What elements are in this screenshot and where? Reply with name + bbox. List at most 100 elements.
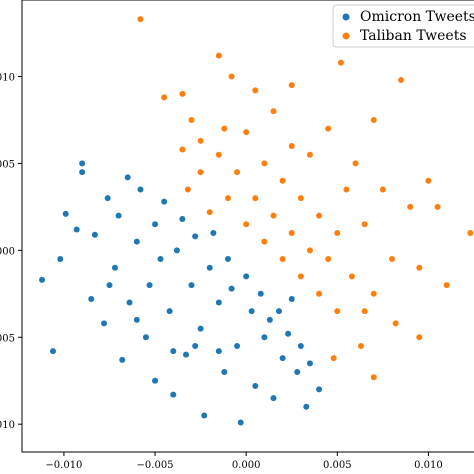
point [416,334,423,341]
point [142,334,149,341]
point [221,125,228,132]
point [297,195,304,202]
point [183,351,190,358]
point [119,356,126,363]
point [252,195,259,202]
point [210,229,217,236]
point [146,282,153,289]
point [279,256,286,263]
point [104,195,111,202]
point [398,76,405,83]
point [221,369,228,376]
point [361,221,368,228]
point [334,229,341,236]
point [188,282,195,289]
point [197,169,204,176]
point [270,395,277,402]
plot-frame [21,0,474,453]
point [261,238,268,245]
point [197,325,204,332]
point [152,221,159,228]
point [297,342,304,349]
point [407,203,414,210]
point [101,320,108,327]
x-tick-label: 0.005 [323,460,352,471]
point [316,212,323,219]
point [79,169,86,176]
point [228,285,235,292]
point [330,355,337,362]
point [126,299,133,306]
point [137,186,144,193]
legend-label: Taliban Tweets [360,28,467,44]
point [237,419,244,426]
point [416,264,423,271]
point [179,216,186,223]
point [275,308,282,315]
point [161,198,168,205]
point [325,256,332,263]
point [179,90,186,97]
point [325,125,332,132]
point [288,229,295,236]
x-tick-label: −0.010 [45,460,82,471]
point [170,348,177,355]
point [215,151,222,158]
point [294,369,301,376]
point [266,316,273,323]
point [234,342,241,349]
point [39,276,46,283]
y-tick-label: 0.005 [0,159,15,170]
point [288,296,295,303]
point [261,160,268,167]
point [467,229,474,236]
point [270,212,277,219]
point [297,273,304,280]
point [252,87,259,94]
point [201,412,208,419]
point [124,174,131,181]
point [184,186,191,193]
point [279,177,286,184]
y-tick-label: 0.000 [0,246,15,257]
point [443,282,450,289]
point [173,247,180,254]
point [388,256,395,263]
point [316,290,323,297]
point [192,233,199,240]
point [133,238,140,245]
point [370,374,377,381]
y-tick-label: 0.010 [0,72,15,83]
x-tick-label: 0.000 [232,460,261,471]
y-tick-label: −0.010 [0,420,15,431]
point [379,186,386,193]
point [248,308,255,315]
x-tick-label: 0.010 [414,460,443,471]
point [111,264,118,271]
point [243,221,250,228]
legend-box [332,4,474,48]
point [352,160,359,167]
point [288,82,295,89]
point [215,52,222,59]
point [192,342,199,349]
point [49,348,56,355]
point [115,212,122,219]
point [106,282,113,289]
point [303,403,310,410]
x-tick-label: −0.005 [137,460,174,471]
point [316,386,323,393]
point [434,203,441,210]
point [206,264,213,271]
point [215,348,222,355]
point [197,137,204,144]
point [361,308,368,315]
point [337,59,344,66]
legend-label: Omicron Tweets [360,9,474,25]
point [215,299,222,306]
point [234,169,241,176]
point [228,73,235,80]
point [270,108,277,115]
point [358,342,364,349]
point [257,290,264,297]
